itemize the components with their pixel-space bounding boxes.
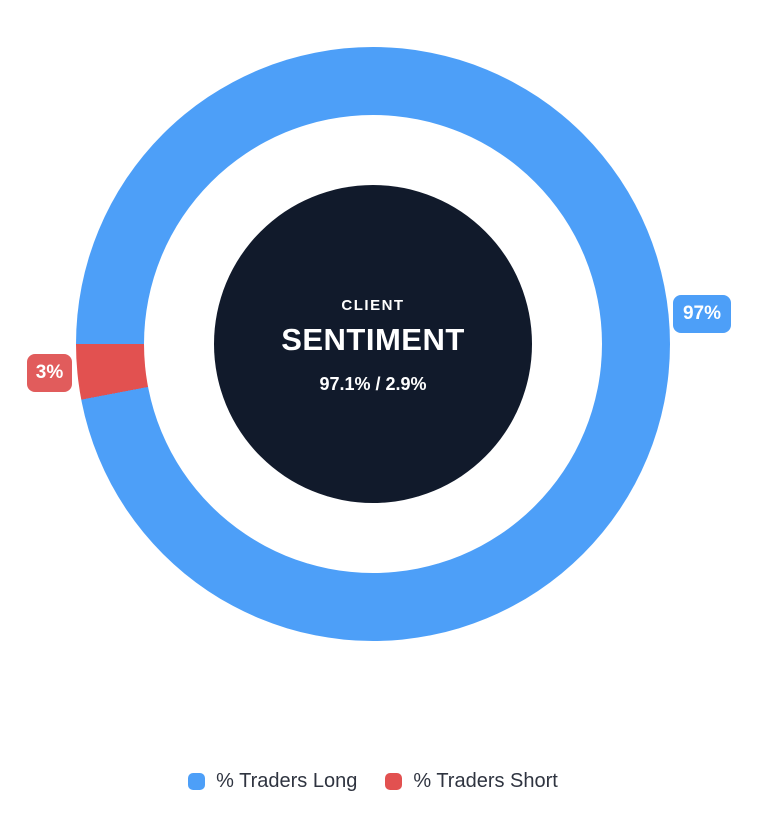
legend-label-traders-long: % Traders Long (216, 770, 358, 792)
sentiment-center-circle: CLIENT SENTIMENT 97.1% / 2.9% (214, 185, 532, 503)
center-title-text: SENTIMENT (281, 322, 465, 357)
center-values-text: 97.1% / 2.9% (319, 374, 427, 394)
long-callout-badge: 97% (673, 295, 731, 333)
short-callout-badge: 3% (27, 354, 72, 392)
center-kicker-text: CLIENT (341, 297, 405, 314)
traders-long-swatch-icon (188, 773, 206, 790)
legend-item-traders-long[interactable]: % Traders Long (188, 770, 357, 793)
traders-short-swatch-icon (385, 773, 403, 790)
legend-label-traders-short: % Traders Short (413, 770, 558, 792)
chart-legend: % Traders Long % Traders Short (0, 770, 746, 793)
legend-item-traders-short[interactable]: % Traders Short (385, 770, 558, 793)
